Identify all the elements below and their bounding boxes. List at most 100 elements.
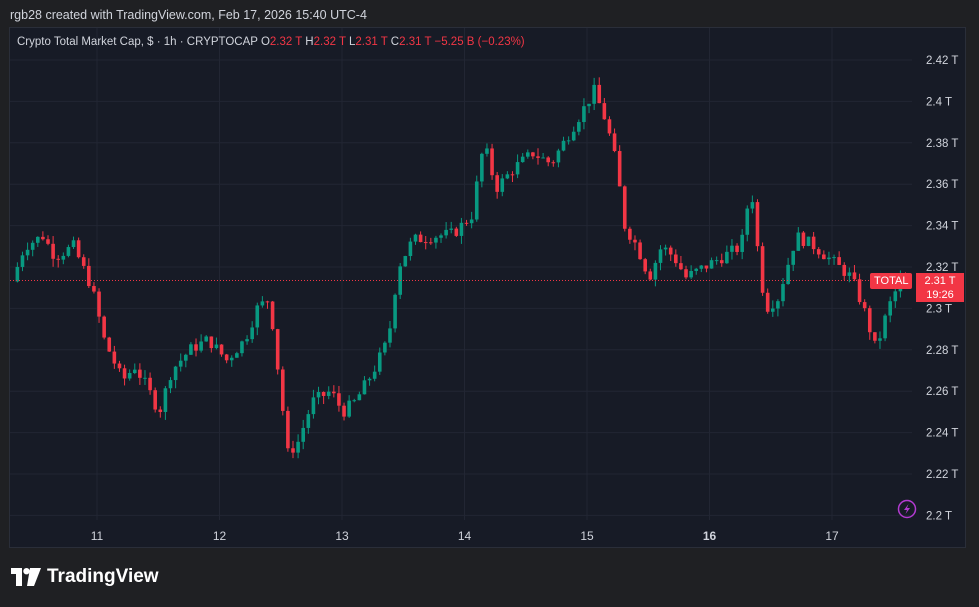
candle <box>413 233 418 245</box>
candle-body <box>520 156 525 163</box>
candle-body <box>765 292 770 312</box>
candle <box>347 395 351 418</box>
candle <box>449 221 454 234</box>
candle-body <box>811 236 816 250</box>
candle-body <box>505 174 510 179</box>
candle-body <box>362 380 367 395</box>
candle-body <box>541 157 545 159</box>
candle <box>383 341 387 356</box>
time-tick-label: 13 <box>335 529 349 543</box>
candle-body <box>61 255 66 260</box>
candle-body <box>459 222 464 236</box>
candle-body <box>474 181 479 220</box>
price-tick-label: 2.2 T <box>926 510 952 522</box>
candle <box>878 331 882 349</box>
candle-body <box>582 106 586 123</box>
candle <box>587 103 591 114</box>
legend-high-label: H <box>305 36 314 48</box>
candle <box>429 237 433 245</box>
candle <box>520 153 525 163</box>
candle-body <box>730 245 734 252</box>
candle-body <box>638 242 642 260</box>
candle <box>786 257 790 285</box>
candle-body <box>393 294 397 329</box>
candle-body <box>480 153 484 182</box>
candle <box>275 328 280 375</box>
candle-body <box>173 366 178 381</box>
legend-change: −5.25 B (−0.23%) <box>434 36 525 48</box>
candle-body <box>107 337 112 352</box>
candle-body <box>612 133 617 152</box>
candle-body <box>439 235 443 238</box>
candle-body <box>388 328 392 343</box>
candle <box>480 152 484 188</box>
candle <box>112 345 117 369</box>
candle-body <box>434 237 438 243</box>
candle <box>577 119 581 136</box>
candle <box>464 219 469 226</box>
candle-body <box>643 259 647 272</box>
candle-body <box>444 229 448 236</box>
candle <box>658 245 663 271</box>
candle-body <box>383 342 387 353</box>
candle-body <box>571 131 576 141</box>
candle-body <box>704 265 709 269</box>
candle-body <box>87 265 91 287</box>
candle-body <box>832 257 836 259</box>
candle <box>515 154 520 179</box>
candle-body <box>255 305 260 328</box>
candle <box>291 440 295 459</box>
candle-body <box>561 140 566 151</box>
candle <box>633 235 637 251</box>
candle <box>801 231 806 249</box>
candle-body <box>684 269 688 278</box>
candle <box>607 116 612 136</box>
candle-body <box>342 405 346 417</box>
candle-body <box>500 178 505 192</box>
candle <box>444 222 448 239</box>
candle-body <box>668 247 673 255</box>
candle <box>740 229 744 260</box>
candle-body <box>41 236 45 240</box>
candle <box>321 391 326 405</box>
candle <box>71 236 76 249</box>
candle-body <box>755 202 760 247</box>
candle <box>25 242 30 261</box>
candle-body <box>893 291 898 302</box>
candle <box>852 265 857 282</box>
price-tick-label: 2.28 T <box>926 345 958 357</box>
candle-body <box>92 286 96 292</box>
candle-body <box>132 369 137 374</box>
candle <box>796 227 801 251</box>
symbol-price-tag: TOTAL <box>870 273 913 289</box>
candle <box>250 321 254 343</box>
candle-body <box>658 249 663 263</box>
candle-body <box>143 377 147 379</box>
candle <box>582 98 586 130</box>
candle-body <box>352 400 357 402</box>
candle <box>76 237 81 259</box>
candle-body <box>81 257 86 266</box>
candle-body <box>219 344 224 355</box>
candle <box>357 391 362 401</box>
chart-panel[interactable] <box>9 27 966 548</box>
candle <box>638 239 642 260</box>
candle-body <box>168 380 173 389</box>
candle-body <box>429 242 433 244</box>
candle-body <box>112 351 117 364</box>
candle-body <box>15 266 20 282</box>
candle <box>362 376 367 395</box>
candle-body <box>622 186 627 229</box>
legend-low-value: 2.31 T <box>355 36 388 48</box>
candle <box>418 231 423 243</box>
candle-body <box>867 308 872 333</box>
lightning-icon[interactable] <box>897 499 917 519</box>
candle-body <box>326 391 331 396</box>
candle <box>15 262 20 283</box>
candle-body <box>224 354 229 361</box>
candle <box>668 245 673 261</box>
candle <box>332 385 336 398</box>
candle-body <box>127 373 132 379</box>
candle-body <box>30 242 35 250</box>
